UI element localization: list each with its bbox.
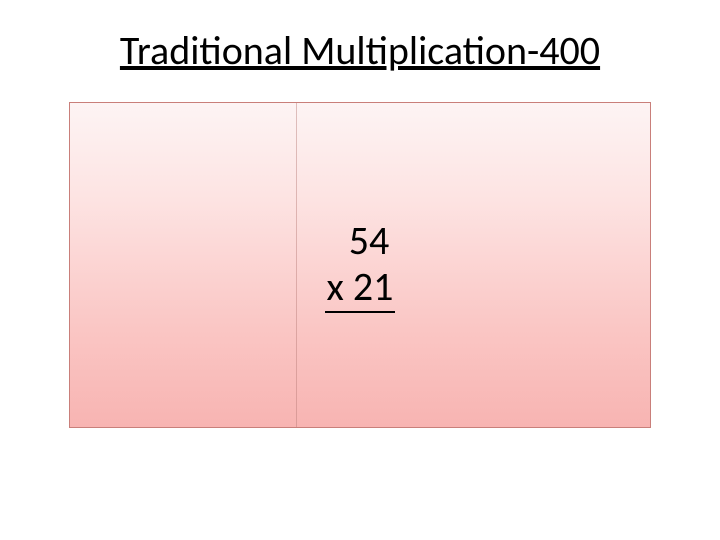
content-panel: 54 x 21 [69,102,651,428]
slide-title: Traditional Multiplication-400 [0,26,720,75]
multiplicand-line: 54 [70,218,650,264]
multiplication-problem: 54 x 21 [70,218,650,313]
multiplier-line: x 21 [325,264,396,313]
